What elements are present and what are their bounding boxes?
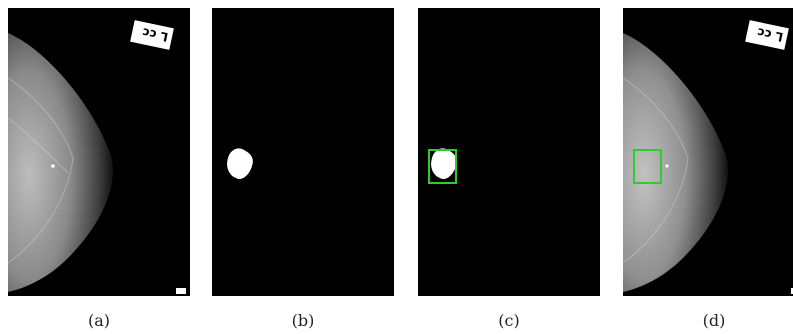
- mask-box-panel-c: [418, 8, 600, 296]
- lesion-mask-c: [431, 148, 457, 180]
- mammogram-panel-d: L cc: [623, 8, 793, 296]
- lesion-mask-b: [227, 148, 253, 180]
- mammogram-image-a: L cc: [8, 20, 186, 294]
- bounding-box-c: [428, 149, 457, 184]
- mask-box-image-c: [428, 148, 457, 184]
- mammogram-image-d: L cc: [623, 20, 793, 294]
- caption-a: (a): [87, 311, 111, 330]
- mammogram-panel-a: L cc: [8, 8, 190, 296]
- view-marker-label-d: L cc: [756, 25, 784, 44]
- caption-b: (b): [291, 311, 315, 330]
- mask-image-b: [227, 148, 253, 180]
- bounding-box-d: [633, 149, 662, 184]
- caption-c: (c): [498, 311, 520, 330]
- mask-panel-b: [212, 8, 394, 296]
- caption-d: (d): [702, 311, 726, 330]
- view-marker-label-a: L cc: [141, 25, 169, 44]
